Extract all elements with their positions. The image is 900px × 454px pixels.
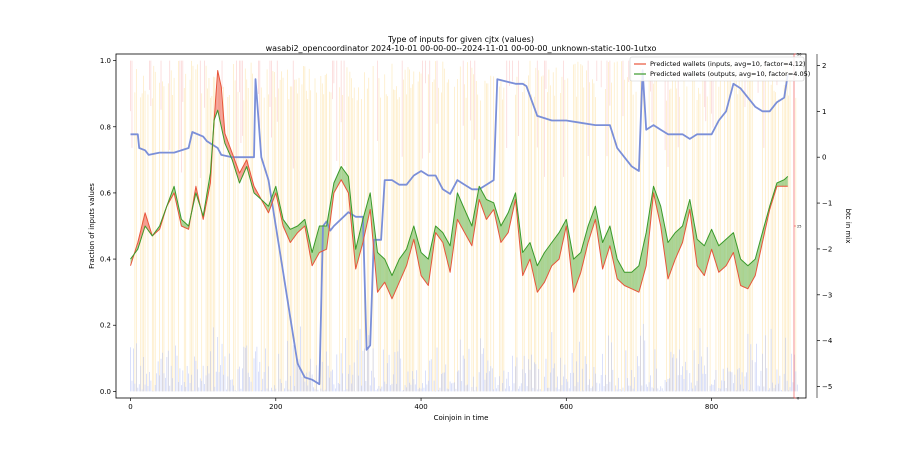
y2-axis-label: btc in mix [844,209,852,244]
difference-fill-segment [224,133,233,160]
x-tick-label: 600 [560,403,573,411]
chart-title: Type of inputs for given cjtx (values) [387,35,534,44]
y2-tick-label: −1 [822,200,832,208]
difference-fill-segment [464,209,472,246]
x-axis-label: Coinjoin in time [434,414,489,422]
y-tick-label: 0.6 [100,189,112,197]
legend-box [629,56,805,82]
difference-fill-segment [747,259,756,289]
difference-fill-segment [239,159,247,183]
difference-fill-segment [609,226,618,279]
series-line-btc-in-mix [130,69,789,386]
legend-label-inputs: Predicted wallets (inputs, avg=10, facto… [650,60,806,68]
y-axis-label: Fraction of inputs values [88,183,96,269]
difference-fill-segment [726,232,734,266]
y3-tick-label: 25 [797,225,801,229]
difference-fill-segment [479,186,487,220]
difference-fill-segment [290,226,298,243]
difference-fill-segment [573,252,581,293]
series-line-inputs [130,70,788,300]
difference-fill-segment [617,259,625,286]
difference-fill-segment [283,219,291,243]
y-tick-label: 0.0 [100,388,111,396]
difference-fill-segment [682,199,690,243]
difference-fill-segment [580,226,589,273]
y3-tick-label: 0 [797,397,799,401]
difference-fill-segment [697,239,705,276]
difference-fill-segment [530,242,538,293]
difference-fill-segment [711,229,719,273]
difference-fill-segment [450,192,458,273]
difference-fill-segment [384,259,392,299]
difference-fill-segment [392,259,400,299]
x-tick-label: 400 [414,403,427,411]
difference-fill-segment [341,166,349,193]
plot-frame [115,53,807,399]
difference-fill-segment [704,229,712,276]
background-bars [130,60,798,392]
x-tick-label: 200 [269,403,282,411]
y2-tick-label: −2 [822,245,832,253]
legend-label-outputs: Predicted wallets (outputs, avg=10, fact… [650,70,810,78]
difference-fill-segment [631,265,639,293]
y-tick-label: 0.4 [100,256,112,264]
difference-fill-segment [660,206,668,279]
difference-fill-segment [638,232,647,293]
y2-tick-label: 2 [822,62,826,70]
difference-fill-segment [624,272,632,289]
difference-fill-segment [297,219,305,233]
chart-subtitle: wasabi2_opencoordinator 2024-10-01 00-00… [266,44,657,53]
y-tick-label: 1.0 [100,57,111,65]
y2-tick-label: −5 [822,383,832,391]
difference-fill-segment [544,242,552,283]
y3-tick-label: 50 [797,53,801,57]
difference-fill-segment [442,232,451,273]
legend: Predicted wallets (inputs, avg=10, facto… [629,56,810,82]
series-lines [130,69,789,386]
difference-fill-segment [333,166,342,193]
y2-tick-label: −3 [822,291,832,299]
difference-fill-segment [500,212,509,243]
axis-ticks: 0 200 400 600 800 0.0 0.2 0.4 0.6 0.8 1.0 2 1 0 −1 −2 −3… [100,53,833,412]
difference-fill-segment [755,232,763,276]
difference-fill-segment [733,232,741,286]
y2-tick-label: 0 [822,154,826,162]
difference-fill-segment [602,226,610,269]
difference-fill-segment [675,226,683,260]
y-tick-label: 0.8 [100,123,111,131]
difference-fill-segment [355,219,363,269]
series-line-outputs [130,109,789,277]
difference-fill-segment [362,192,371,243]
y2-tick-label: −4 [822,337,833,345]
difference-fill-segment [406,226,414,266]
difference-fill-segment [718,239,727,273]
difference-fill-segment [377,252,385,293]
difference-fill-segment [413,226,422,276]
y2-tick-label: 1 [822,108,826,116]
x-tick-label: 0 [128,403,132,411]
difference-fill-segment [740,259,748,289]
difference-fill-segment [776,179,785,187]
x-tick-label: 800 [705,403,718,411]
difference-fill-segment [435,226,443,243]
difference-fill-segment [486,199,494,220]
difference-fill-segment [668,232,676,279]
y-tick-label: 0.2 [100,322,111,330]
difference-fill-segment [588,206,596,243]
difference-fill-segment [471,186,480,246]
